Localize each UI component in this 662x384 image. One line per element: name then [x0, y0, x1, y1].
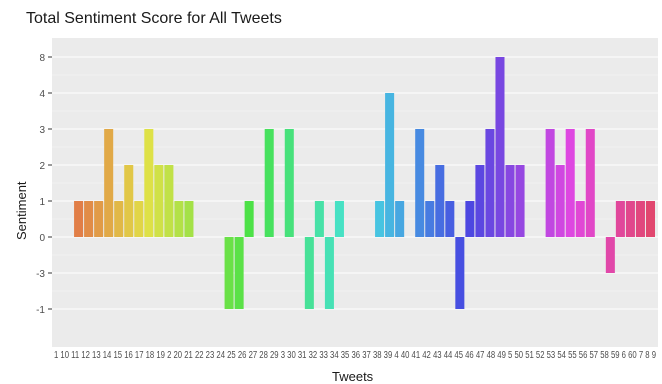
bar-18 [144, 129, 154, 237]
bar-4 [385, 93, 395, 237]
bar-11 [74, 201, 84, 237]
bar-2 [164, 165, 174, 237]
bar-14 [104, 129, 114, 237]
bar-55 [555, 165, 565, 237]
bar-27 [244, 201, 254, 237]
y-tick-label: 4 [39, 89, 45, 100]
bar-5 [495, 57, 505, 237]
bar-34 [324, 237, 334, 309]
bar-6 [605, 237, 615, 273]
x-axis-tick-labels: 1 10 11 12 13 14 15 16 17 18 19 2 20 21 … [54, 350, 656, 361]
bar-30 [284, 129, 294, 237]
bar-57 [575, 201, 585, 237]
bar-8 [635, 201, 645, 237]
bar-32 [304, 237, 314, 309]
bar-13 [94, 201, 104, 237]
bar-17 [134, 201, 144, 237]
y-tick-label: 2 [39, 161, 45, 172]
bar-21 [184, 201, 194, 237]
bars [74, 57, 655, 309]
bar-49 [485, 129, 495, 237]
bar-35 [334, 201, 344, 237]
bar-56 [565, 129, 575, 237]
bar-48 [475, 165, 485, 237]
y-tick-label: 3 [39, 125, 45, 136]
bar-9 [645, 201, 655, 237]
y-tick-label: -1 [36, 305, 45, 316]
x-axis-label: Tweets [332, 369, 374, 384]
bar-58 [585, 129, 595, 237]
bar-25 [224, 237, 234, 309]
bar-60 [615, 201, 625, 237]
bar-15 [114, 201, 124, 237]
bar-12 [84, 201, 94, 237]
bar-26 [234, 237, 244, 309]
bar-20 [174, 201, 184, 237]
y-tick-label: -3 [36, 269, 45, 280]
bar-54 [545, 129, 555, 237]
bar-43 [425, 201, 435, 237]
y-tick-label: 0 [39, 233, 45, 244]
y-axis-ticks: 8 4 3 2 1 0 -3 -1 [36, 53, 52, 316]
bar-16 [124, 165, 134, 237]
bar-40 [395, 201, 405, 237]
bar-39 [375, 201, 385, 237]
y-tick-label: 8 [39, 53, 45, 64]
bar-44 [435, 165, 445, 237]
y-tick-label: 1 [39, 197, 45, 208]
bar-33 [314, 201, 324, 237]
chart-title: Total Sentiment Score for All Tweets [26, 10, 282, 27]
bar-19 [154, 165, 164, 237]
bar-51 [515, 165, 525, 237]
bar-42 [415, 129, 425, 237]
bar-46 [455, 237, 465, 309]
bar-7 [625, 201, 635, 237]
bar-45 [445, 201, 455, 237]
bar-47 [465, 201, 475, 237]
bar-50 [505, 165, 515, 237]
bar-29 [264, 129, 274, 237]
